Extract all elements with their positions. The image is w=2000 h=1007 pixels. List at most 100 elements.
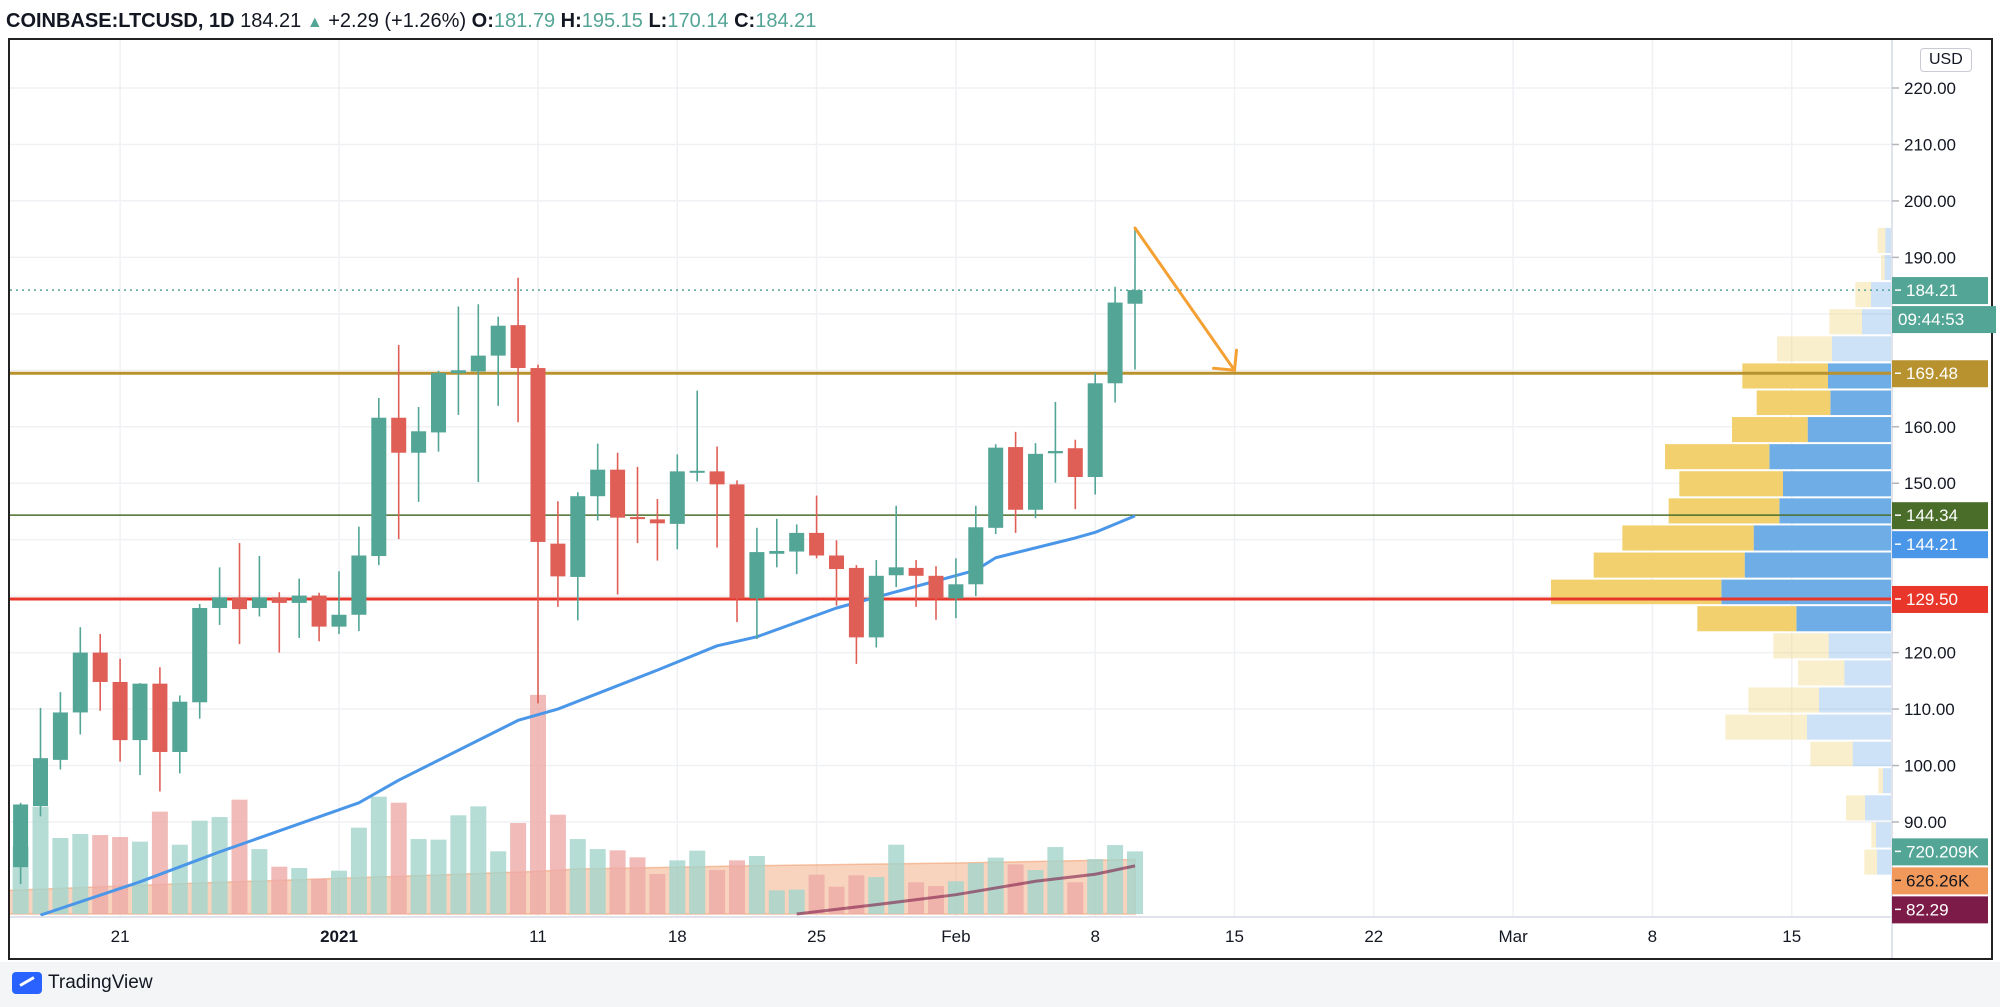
volume-bar	[390, 802, 407, 914]
candle-body	[212, 597, 228, 608]
open-label: O:	[471, 10, 494, 32]
volume-bar	[450, 815, 467, 914]
candle	[72, 627, 88, 735]
volume-profile-down-bar	[1665, 444, 1770, 470]
volume-profile-up-bar	[1844, 660, 1892, 686]
price-axis-label-text: 82.29	[1906, 900, 1949, 919]
volume-profile-up-bar	[1832, 336, 1892, 362]
candle-body	[1028, 453, 1043, 510]
price-axis[interactable]: 220.00 210.00 200.00 190.00 160.00 150.00 120.…	[1892, 79, 1956, 832]
time-axis[interactable]: 21 2021 11 18 25 Feb 8 15 22 Mar 8 15	[111, 927, 1802, 946]
candle	[530, 364, 546, 704]
symbol-name[interactable]: COINBASE:LTCUSD, 1D	[6, 10, 235, 32]
price-axis-label-bg	[1892, 585, 1988, 613]
volume-bar	[848, 875, 865, 914]
volume-profile-up-bar	[1783, 471, 1892, 497]
volume-profile-up-bar	[1828, 363, 1892, 389]
volume-bar	[828, 886, 845, 914]
volume-profile-up-bar	[1830, 390, 1892, 416]
candle	[669, 454, 685, 550]
volume-profile-down-bar	[1878, 768, 1883, 794]
candle	[13, 802, 29, 885]
arrow-head[interactable]	[1212, 348, 1238, 372]
candle	[52, 692, 68, 770]
candle-body	[1047, 451, 1063, 454]
volume-profile-up-bar	[1807, 714, 1892, 740]
candle-body	[829, 555, 844, 570]
volume-bar	[251, 849, 268, 914]
volume-bar	[888, 844, 905, 914]
price-axis-label-text: 184.21	[1906, 281, 1958, 300]
candle-body	[729, 484, 745, 599]
x-tick-label: 21	[111, 927, 130, 946]
candle-body	[152, 683, 168, 752]
volume-bar	[92, 835, 109, 914]
candle-body	[550, 543, 566, 577]
candle-body	[232, 597, 247, 610]
price-axis-label: 82.29	[1892, 896, 1988, 924]
candle-body	[1067, 448, 1083, 478]
volume-profile-down-bar	[1593, 552, 1745, 578]
tradingview-logo-icon	[12, 972, 42, 994]
candle-body	[251, 597, 267, 608]
candle	[888, 505, 904, 588]
candle	[212, 567, 228, 625]
volume-bar	[748, 856, 765, 914]
candle	[570, 492, 586, 621]
candle-body	[1107, 302, 1123, 384]
currency-button[interactable]: USD	[1920, 48, 1972, 72]
candle	[112, 658, 128, 762]
volume-bar	[72, 834, 89, 914]
candle-body	[510, 325, 526, 369]
tradingview-logo[interactable]: TradingView	[12, 972, 153, 994]
candle-body	[112, 681, 128, 741]
candle	[550, 501, 566, 607]
candle	[251, 556, 267, 617]
volume-profile-up-bar	[1852, 741, 1892, 767]
candle-body	[431, 373, 446, 433]
trend-arrow[interactable]	[1133, 226, 1238, 372]
candle-body	[809, 532, 825, 556]
candle	[1067, 439, 1083, 510]
volume-profile-down-bar	[1777, 336, 1832, 362]
candle-body	[848, 567, 864, 638]
volume-bar	[1107, 845, 1124, 914]
x-tick-label: 18	[668, 927, 687, 946]
candle	[92, 633, 108, 711]
y-tick-label: 90.00	[1904, 813, 1947, 832]
volume-bar	[689, 850, 706, 914]
volume-bar	[629, 857, 646, 914]
volume-profile-up-bar	[1807, 417, 1892, 443]
candle	[33, 707, 48, 817]
candle-body	[371, 417, 387, 557]
volume-bar	[928, 886, 944, 914]
arrow-shaft[interactable]	[1133, 226, 1236, 372]
open-value: 181.79	[493, 10, 556, 32]
candle-body	[908, 567, 924, 576]
candle-body	[530, 368, 546, 542]
candle	[848, 565, 864, 664]
candle-body	[610, 469, 626, 518]
candle	[649, 499, 665, 561]
x-tick-label: 8	[1090, 927, 1099, 946]
candle-body	[13, 804, 29, 868]
volume-profile-up-bar	[1828, 633, 1892, 659]
price-axis-label: 144.21	[1892, 531, 1988, 559]
price-axis-label-bg	[1892, 360, 1988, 388]
candle-body	[411, 431, 427, 453]
main-pane[interactable]	[1, 226, 1892, 916]
candle	[331, 571, 347, 634]
volume-bar	[410, 839, 427, 914]
volume-profile-down-bar	[1668, 498, 1780, 524]
volume-bar	[430, 839, 447, 914]
candle-body	[1087, 383, 1103, 478]
volume-bar	[1027, 870, 1044, 914]
volume-bar	[669, 860, 686, 914]
footer	[0, 962, 2000, 1007]
x-tick-label: 15	[1782, 927, 1801, 946]
volume-profile-down-bar	[1725, 714, 1807, 740]
symbol-header: COINBASE:LTCUSD, 1D 184.21 ▲ +2.29 (+1.2…	[6, 6, 816, 36]
candle	[729, 480, 745, 623]
x-tick-label: 2021	[320, 927, 358, 946]
